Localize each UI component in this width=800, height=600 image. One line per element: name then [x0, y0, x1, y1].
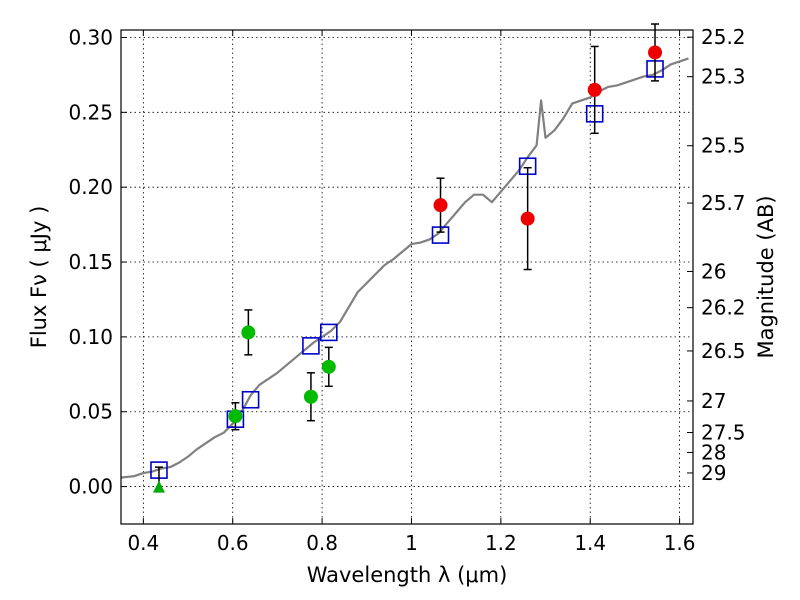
- y-right-tick-label: 29: [701, 461, 726, 485]
- y-tick-label: 0.10: [68, 325, 113, 349]
- y-right-tick-label: 25.5: [701, 134, 746, 158]
- y-right-tick-label: 27.5: [701, 421, 746, 445]
- data-point: [241, 325, 256, 340]
- upper-limit-triangle: [152, 480, 165, 493]
- y-tick-label: 0.05: [68, 400, 113, 424]
- y-tick-label: 0.00: [68, 475, 113, 499]
- y-right-tick-label: 25.7: [701, 191, 746, 215]
- x-axis-label: Wavelength λ (μm): [307, 563, 508, 587]
- plot-area: [120, 23, 689, 493]
- y-right-tick-label: 27: [701, 389, 726, 413]
- y-right-tick-label: 26.5: [701, 339, 746, 363]
- x-tick-label: 1.4: [574, 531, 606, 555]
- data-point: [520, 211, 535, 226]
- model-square-point: [302, 337, 320, 355]
- data-point: [303, 389, 318, 404]
- y-tick-label: 0.30: [68, 25, 113, 49]
- data-point: [433, 198, 448, 213]
- y-right-tick-label: 25.2: [701, 25, 746, 49]
- grid: [121, 30, 693, 524]
- plot-frame: [120, 29, 694, 525]
- y-right-tick-label: 26: [701, 259, 726, 283]
- data-point: [587, 82, 602, 97]
- x-tick-label: 1.6: [664, 531, 696, 555]
- data-point: [321, 359, 336, 374]
- y-right-tick-label: 26.2: [701, 296, 746, 320]
- y-tick-label: 0.20: [68, 175, 113, 199]
- x-tick-label: 0.8: [306, 531, 338, 555]
- x-tick-label: 1: [405, 531, 418, 555]
- x-tick-label: 0.4: [127, 531, 159, 555]
- data-point: [228, 409, 243, 424]
- y-right-tick-label: 28: [701, 440, 726, 464]
- y-tick-label: 0.15: [68, 250, 113, 274]
- model-square-point: [319, 323, 338, 342]
- y-axis-label: Flux Fν ( μJy ): [27, 206, 51, 349]
- y-axis-right-label: Magnitude (AB): [754, 195, 778, 358]
- y-right-tick-label: 25.3: [701, 65, 746, 89]
- y-axis: 0.00 0.05 0.10 0.15 0.20 0.25 0.30: [68, 25, 127, 499]
- x-tick-label: 1.2: [485, 531, 517, 555]
- x-tick-label: 0.6: [217, 531, 249, 555]
- y-tick-label: 0.25: [68, 100, 113, 124]
- x-axis: 0.4 0.6 0.8 1 1.2 1.4 1.6: [127, 30, 696, 555]
- data-point: [648, 45, 663, 60]
- model-square-point: [241, 390, 260, 409]
